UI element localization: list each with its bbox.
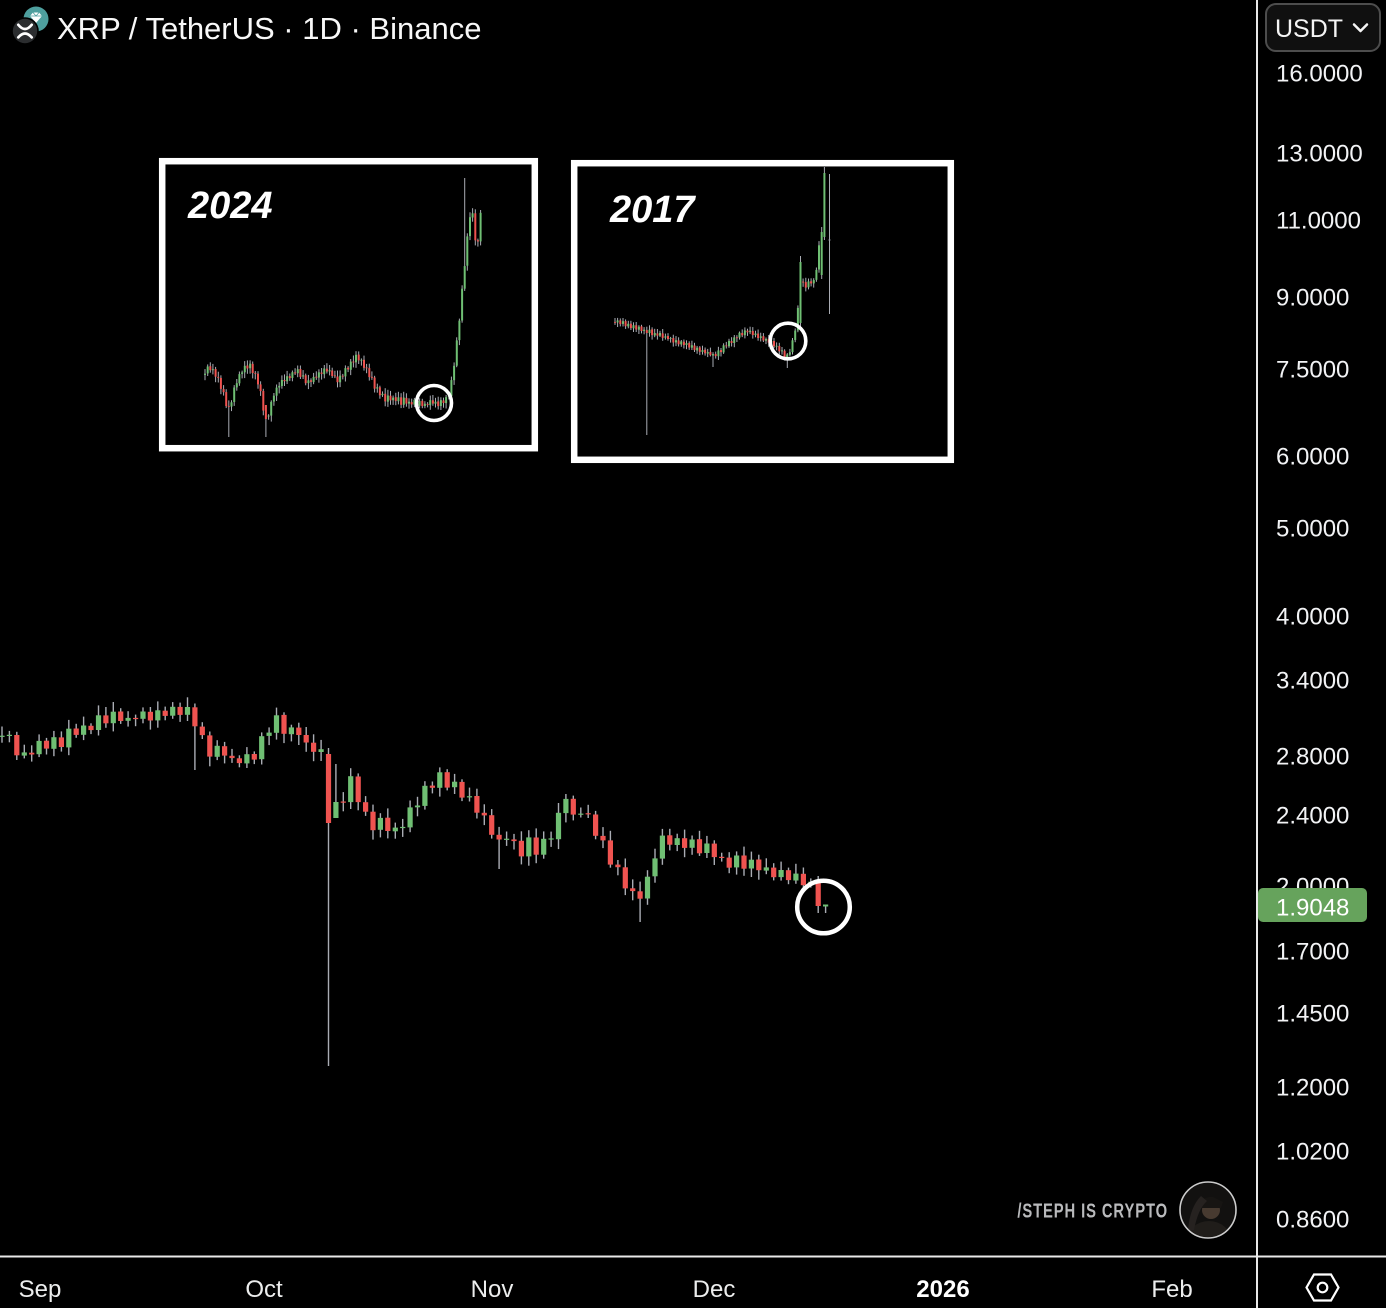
- svg-text:Nov: Nov: [471, 1276, 514, 1303]
- svg-text:11.0000: 11.0000: [1276, 208, 1361, 235]
- svg-text:2.8000: 2.8000: [1276, 744, 1349, 771]
- svg-text:4.0000: 4.0000: [1276, 604, 1349, 631]
- svg-text:13.0000: 13.0000: [1276, 141, 1363, 168]
- svg-text:0.8600: 0.8600: [1276, 1207, 1349, 1234]
- svg-text:7.5000: 7.5000: [1276, 357, 1349, 384]
- svg-text:16.0000: 16.0000: [1276, 61, 1363, 88]
- svg-text:9.0000: 9.0000: [1276, 285, 1349, 312]
- svg-text:1.9048: 1.9048: [1276, 895, 1349, 922]
- svg-text:Sep: Sep: [19, 1276, 62, 1303]
- svg-text:3.4000: 3.4000: [1276, 668, 1349, 695]
- svg-text:XRP / TetherUS · 1D · Binance: XRP / TetherUS · 1D · Binance: [57, 11, 481, 46]
- svg-text:1.4500: 1.4500: [1276, 1001, 1349, 1028]
- svg-text:5.0000: 5.0000: [1276, 516, 1349, 543]
- svg-text:1.7000: 1.7000: [1276, 939, 1349, 966]
- svg-text:2.4000: 2.4000: [1276, 803, 1349, 830]
- svg-text:2026: 2026: [916, 1276, 969, 1303]
- svg-text:2024: 2024: [187, 185, 273, 227]
- svg-text:/STEPH IS CRYPTO: /STEPH IS CRYPTO: [1017, 1199, 1168, 1222]
- svg-text:2017: 2017: [609, 189, 696, 231]
- svg-text:USDT: USDT: [1275, 15, 1343, 43]
- svg-text:Feb: Feb: [1151, 1276, 1192, 1303]
- svg-text:1.2000: 1.2000: [1276, 1075, 1349, 1102]
- svg-text:Oct: Oct: [245, 1276, 283, 1303]
- svg-text:1.0200: 1.0200: [1276, 1139, 1349, 1166]
- svg-text:Dec: Dec: [693, 1276, 736, 1303]
- svg-text:6.0000: 6.0000: [1276, 444, 1349, 471]
